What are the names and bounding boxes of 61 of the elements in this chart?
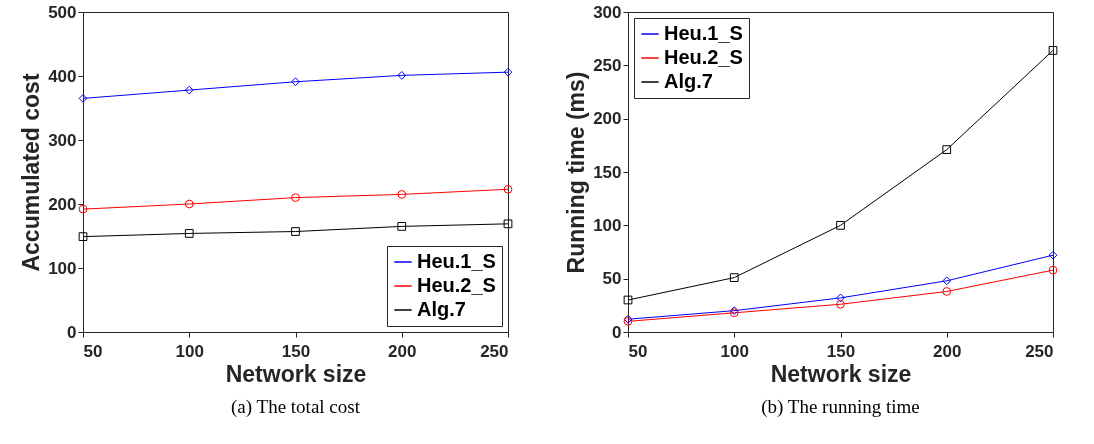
x-tick-label: 250 — [480, 341, 509, 361]
point — [503, 219, 513, 229]
point — [291, 227, 300, 236]
point — [942, 145, 952, 154]
legend-label: Heu.1_S — [417, 250, 496, 272]
y-tick-label: 0 — [612, 322, 622, 342]
y-axis-title: Accumulated cost — [18, 73, 45, 272]
x-axis-title: Network size — [770, 360, 912, 387]
point — [503, 67, 513, 77]
point — [78, 94, 88, 103]
x-tick-label: 100 — [175, 341, 204, 361]
point — [78, 232, 88, 242]
x-tick-label: 50 — [83, 341, 103, 361]
y-tick-label: 250 — [593, 55, 622, 75]
x-axis-title: Network size — [225, 360, 367, 387]
legend-label: Heu.2_S — [417, 274, 496, 296]
point — [78, 204, 88, 214]
point — [1048, 265, 1058, 275]
y-tick-label: 300 — [593, 2, 622, 22]
point — [503, 184, 513, 194]
point — [1048, 46, 1058, 55]
legend-label: Heu.1_S — [664, 22, 743, 44]
point — [397, 70, 407, 80]
point — [184, 229, 194, 238]
point — [623, 295, 633, 305]
y-tick-label: 150 — [593, 162, 622, 182]
y-tick-label: 50 — [602, 269, 622, 289]
x-tick-label: 100 — [720, 341, 749, 361]
legend-label: Alg.7 — [417, 298, 466, 320]
point — [729, 273, 739, 282]
y-tick-label: 100 — [593, 215, 622, 235]
point — [291, 193, 300, 202]
point — [836, 293, 845, 303]
point — [184, 85, 194, 95]
y-tick-label: 0 — [67, 322, 77, 342]
x-tick-label: 150 — [281, 341, 311, 361]
y-tick-label: 200 — [593, 109, 622, 129]
point — [942, 276, 952, 286]
point — [397, 222, 407, 231]
point — [836, 220, 845, 230]
y-axis-title: Running time (ms) — [563, 71, 590, 274]
y-tick-label: 400 — [48, 66, 77, 86]
y-tick-label: 200 — [48, 194, 77, 214]
point — [291, 77, 300, 87]
text: (a) The total cost — [231, 396, 361, 418]
y-tick-label: 300 — [48, 130, 77, 150]
y-tick-label: 500 — [48, 2, 77, 22]
x-tick-label: 200 — [933, 341, 962, 361]
legend-label: Heu.2_S — [664, 46, 743, 68]
text: (b) The running time — [761, 396, 920, 418]
x-tick-label: 200 — [388, 341, 417, 361]
x-tick-label: 250 — [1025, 341, 1054, 361]
x-tick-label: 150 — [826, 341, 856, 361]
point — [1048, 250, 1058, 260]
point — [942, 287, 952, 296]
point — [836, 299, 845, 309]
point — [397, 190, 407, 199]
x-tick-label: 50 — [628, 341, 648, 361]
y-tick-label: 100 — [48, 258, 77, 278]
point — [184, 199, 194, 209]
legend-label: Alg.7 — [664, 70, 713, 92]
